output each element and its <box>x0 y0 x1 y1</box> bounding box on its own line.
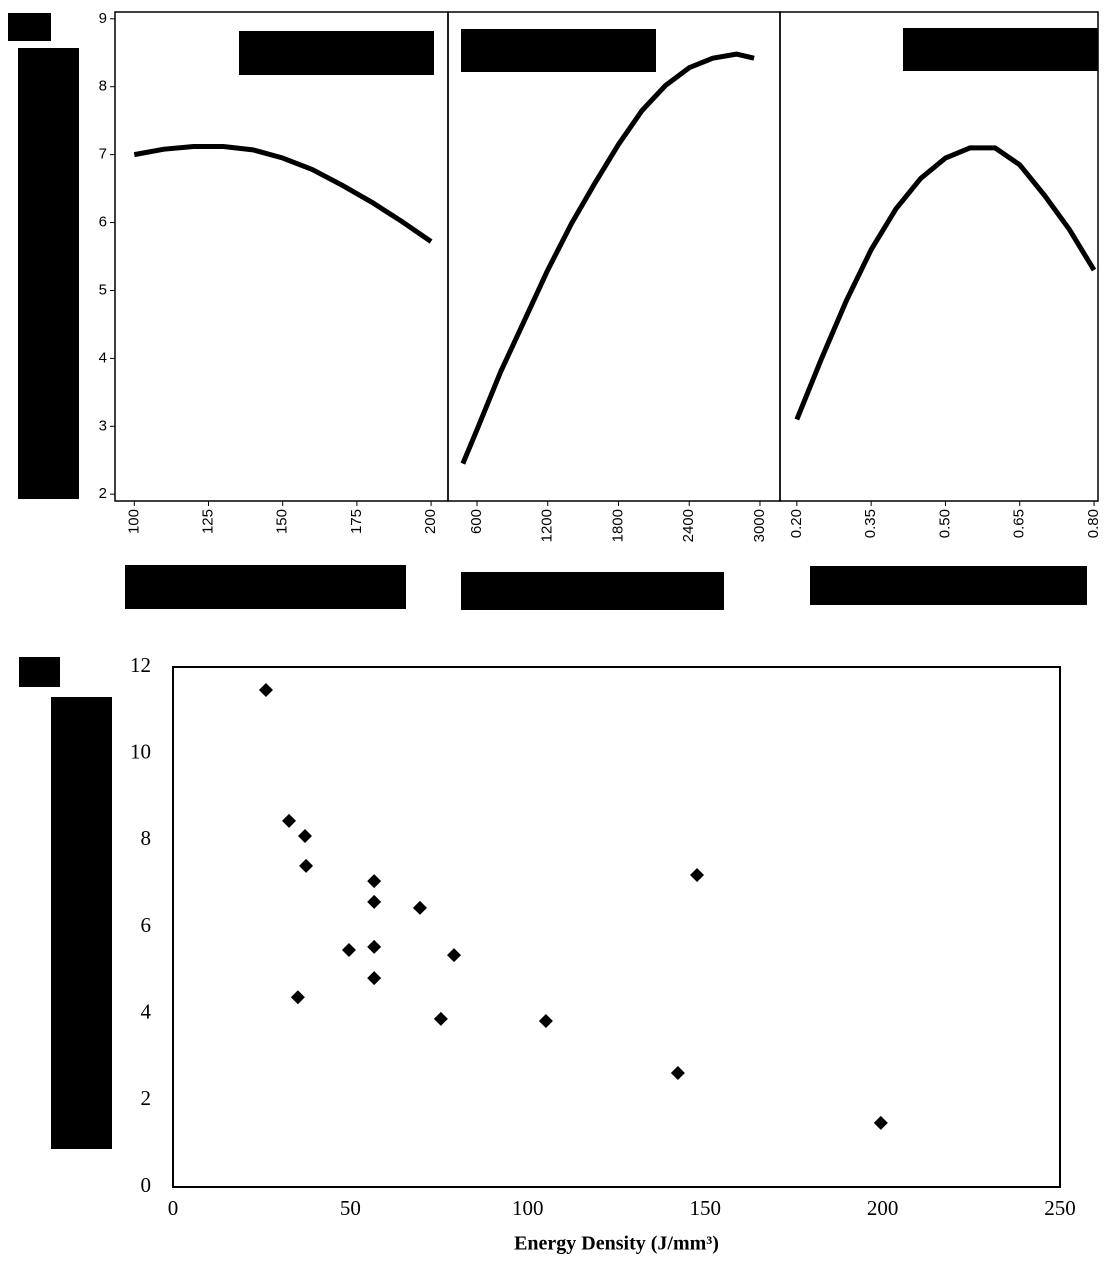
x-tick-label: 150 <box>689 1196 721 1220</box>
x-tick-label: 250 <box>1044 1196 1076 1220</box>
y-tick-label: 12 <box>130 653 151 677</box>
y-tick-label: 10 <box>130 739 151 763</box>
point <box>258 682 273 697</box>
line <box>460 51 755 465</box>
point <box>367 874 382 889</box>
y-tick-label: 2 <box>99 485 107 502</box>
redaction <box>8 13 51 41</box>
x-tick-label: 600 <box>468 509 485 534</box>
line <box>133 143 433 244</box>
x-tick-label: 125 <box>199 509 216 534</box>
point <box>447 948 462 963</box>
point <box>670 1066 685 1081</box>
y-tick-label: 2 <box>141 1086 152 1110</box>
redaction <box>461 572 724 610</box>
plot-frame <box>172 666 1061 1188</box>
y-tick-label: 7 <box>99 146 107 163</box>
point <box>873 1115 888 1130</box>
x-tick-label: 0.80 <box>1085 509 1102 538</box>
x-tick-label: 0.50 <box>936 509 953 538</box>
x-tick-label: 150 <box>274 509 291 534</box>
x-tick-label: 2400 <box>680 509 697 542</box>
x-tick-label: 1800 <box>609 509 626 542</box>
point <box>290 990 305 1005</box>
x-tick-label: 175 <box>348 509 365 534</box>
point <box>538 1014 553 1029</box>
y-tick-label: 4 <box>99 349 107 366</box>
redaction <box>810 566 1087 605</box>
x-tick-label: 0.35 <box>862 509 879 538</box>
point <box>433 1011 448 1026</box>
y-tick-label: 9 <box>99 10 107 27</box>
x-tick-label: 0.20 <box>788 509 805 538</box>
x-tick-label: 100 <box>512 1196 544 1220</box>
redaction <box>239 31 434 75</box>
y-tick-label: 5 <box>99 281 107 298</box>
x-axis-label: Energy Density (J/mm³) <box>514 1233 719 1255</box>
point <box>367 939 382 954</box>
point <box>341 942 356 957</box>
point <box>297 829 312 843</box>
point <box>412 900 427 915</box>
plot-frame <box>447 11 781 502</box>
x-tick-label: 1200 <box>539 509 556 542</box>
x-tick-label: 200 <box>867 1196 899 1220</box>
point <box>367 894 382 909</box>
point <box>299 858 314 873</box>
x-tick-label: 50 <box>340 1196 361 1220</box>
x-tick-label: 100 <box>125 509 142 534</box>
x-tick-label: 0.65 <box>1011 509 1028 538</box>
point <box>690 868 705 882</box>
y-tick-label: 8 <box>99 78 107 95</box>
line <box>794 145 1097 421</box>
y-tick-label: 8 <box>141 826 152 850</box>
y-tick-label: 6 <box>141 913 152 937</box>
point <box>282 813 297 828</box>
redaction <box>18 48 79 499</box>
x-tick-label: 200 <box>422 509 439 534</box>
redaction <box>19 657 60 687</box>
y-tick-label: 3 <box>99 417 107 434</box>
redaction <box>461 29 656 72</box>
y-tick-label: 0 <box>141 1173 152 1197</box>
redaction <box>125 565 406 609</box>
plot-frame <box>779 11 1099 502</box>
x-tick-label: 0 <box>168 1196 179 1220</box>
x-tick-label: 3000 <box>751 509 768 542</box>
y-tick-label: 4 <box>141 999 152 1023</box>
point <box>367 971 382 986</box>
y-tick-label: 6 <box>99 214 107 231</box>
redaction <box>51 697 112 1149</box>
plot-frame <box>114 11 449 502</box>
redaction <box>903 28 1098 71</box>
